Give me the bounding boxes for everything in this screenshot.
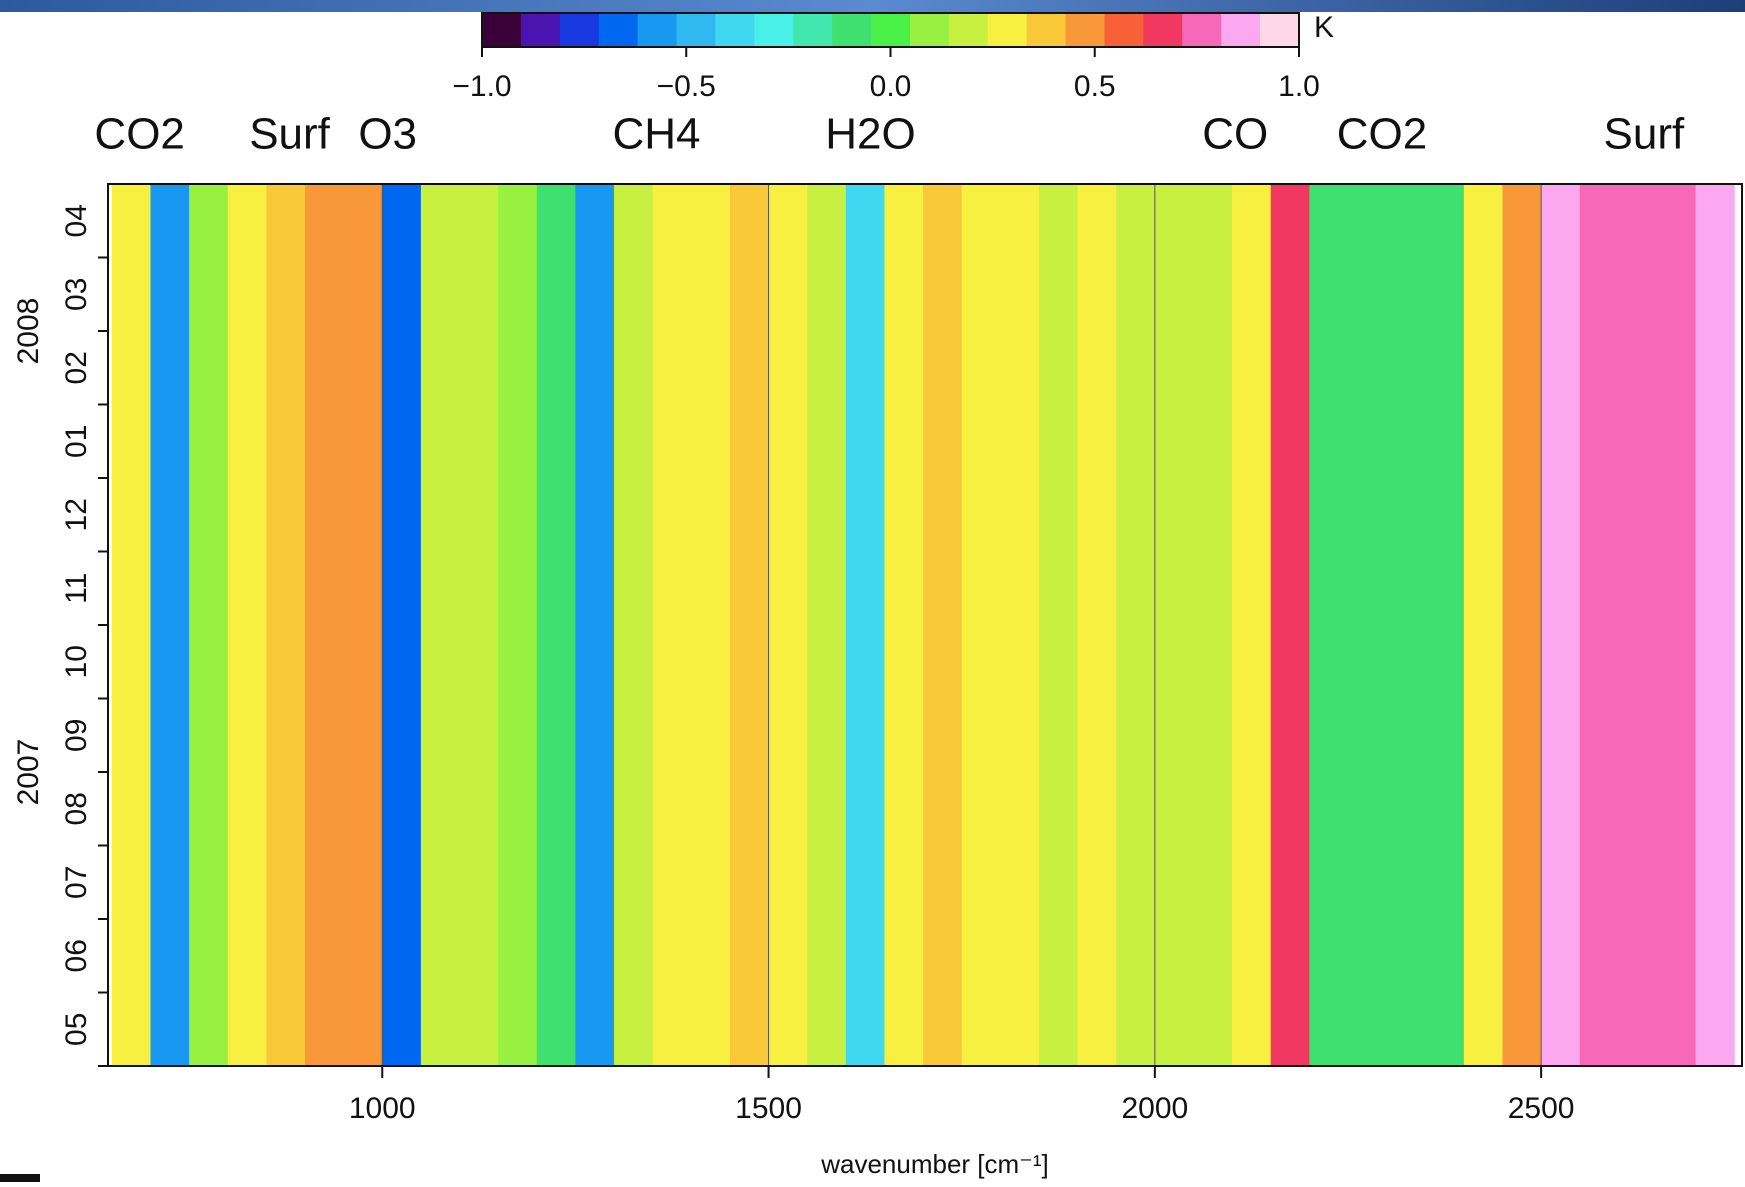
colorbar-swatch (598, 13, 639, 47)
colorbar-tick-label: −0.5 (657, 70, 716, 103)
year-label: 2007 (12, 739, 45, 806)
y-tick-label: 05 (60, 1013, 93, 1046)
colorbar-swatch (1182, 13, 1222, 47)
band-annotation: CO2 (1337, 110, 1427, 159)
heat-cell (189, 184, 229, 1066)
heat-cell (382, 184, 422, 1066)
colorbar-tick-label: 1.0 (1278, 70, 1320, 103)
colorbar-swatch (1065, 13, 1105, 47)
heat-cell (923, 184, 963, 1066)
colorbar-label: K (1314, 11, 1334, 44)
band-annotation: O3 (358, 110, 417, 159)
band-annotation: H2O (825, 110, 915, 159)
colorbar-tick-label: −1.0 (452, 70, 511, 103)
heat-cell (1657, 184, 1697, 1066)
heat-cell (691, 184, 731, 1066)
colorbar-swatch (754, 13, 794, 47)
colorbar-swatch (482, 13, 522, 47)
y-tick-label: 04 (60, 204, 93, 237)
corner-mark (0, 1174, 40, 1182)
colorbar-swatch (1260, 13, 1300, 47)
heat-cell (884, 184, 924, 1066)
heat-cell (227, 184, 267, 1066)
heat-cell (420, 184, 461, 1066)
colorbar-swatch (793, 13, 833, 47)
colorbar-swatch (1143, 13, 1183, 47)
band-annotation: CO (1202, 110, 1268, 159)
colorbar-swatch (987, 13, 1028, 47)
colorbar-swatch (871, 13, 911, 47)
heat-cell (1541, 184, 1581, 1066)
heat-cell (1695, 184, 1735, 1066)
heat-cell (343, 184, 383, 1066)
heat-cell (1154, 184, 1194, 1066)
x-axis-label: wavenumber [cm⁻¹] (820, 1149, 1049, 1179)
heat-cell (266, 184, 306, 1066)
x-tick-label: 2000 (1121, 1092, 1188, 1125)
colorbar-swatch (715, 13, 755, 47)
heat-cell (1077, 184, 1117, 1066)
heat-cell (305, 184, 345, 1066)
heat-cell (1000, 184, 1040, 1066)
band-annotation: CH4 (613, 110, 701, 159)
heat-cell (1270, 184, 1310, 1066)
heat-cell (536, 184, 576, 1066)
heat-cell (575, 184, 615, 1066)
y-tick-label: 03 (60, 278, 93, 311)
heat-cell (807, 184, 847, 1066)
y-tick-label: 10 (60, 645, 93, 678)
colorbar-swatch (832, 13, 872, 47)
heat-cell (1038, 184, 1079, 1066)
band-annotation: Surf (249, 110, 330, 159)
y-tick-label: 11 (60, 573, 93, 604)
colorbar-swatch (676, 13, 716, 47)
heat-cell (1502, 184, 1542, 1066)
heat-cell (961, 184, 1001, 1066)
colorbar-swatch (1026, 13, 1067, 47)
colorbar-swatch (637, 13, 678, 47)
heat-cell (845, 184, 885, 1066)
colorbar-swatch (909, 13, 950, 47)
colorbar-swatch (1221, 13, 1261, 47)
colorbar-swatch (1104, 13, 1144, 47)
heat-cell (1116, 184, 1156, 1066)
heat-cell (1193, 184, 1233, 1066)
heat-cell (768, 184, 808, 1066)
heat-cell (111, 184, 151, 1066)
heat-cell (1232, 184, 1272, 1066)
y-tick-label: 02 (60, 351, 93, 384)
heat-cell (1618, 184, 1658, 1066)
heat-cell (1463, 184, 1504, 1066)
colorbar-swatch (520, 13, 561, 47)
heat-cell (498, 184, 538, 1066)
year-label: 2008 (12, 298, 45, 365)
heat-cell (1309, 184, 1349, 1066)
heat-cell (1579, 184, 1619, 1066)
colorbar-swatch (559, 13, 600, 47)
heat-cell (1347, 184, 1388, 1066)
y-tick-label: 09 (60, 719, 93, 752)
y-tick-label: 08 (60, 792, 93, 825)
x-tick-label: 1500 (735, 1092, 802, 1125)
y-tick-label: 01 (60, 425, 93, 458)
heat-cell (614, 184, 654, 1066)
colorbar-swatch (948, 13, 989, 47)
x-tick-label: 1000 (349, 1092, 416, 1125)
y-tick-label: 12 (60, 498, 93, 531)
colorbar-tick-label: 0.5 (1074, 70, 1116, 103)
x-tick-label: 2500 (1508, 1092, 1575, 1125)
y-tick-label: 06 (60, 939, 93, 972)
band-annotation: Surf (1604, 110, 1685, 159)
heat-cell (1386, 184, 1426, 1066)
y-tick-label: 07 (60, 866, 93, 899)
banner (0, 0, 1745, 12)
heat-cell (1425, 184, 1465, 1066)
heat-cell (729, 184, 770, 1066)
heat-cell (150, 184, 190, 1066)
band-annotation: CO2 (94, 110, 184, 159)
heat-cell (459, 184, 499, 1066)
colorbar-tick-label: 0.0 (870, 70, 912, 103)
heat-cell (652, 184, 692, 1066)
